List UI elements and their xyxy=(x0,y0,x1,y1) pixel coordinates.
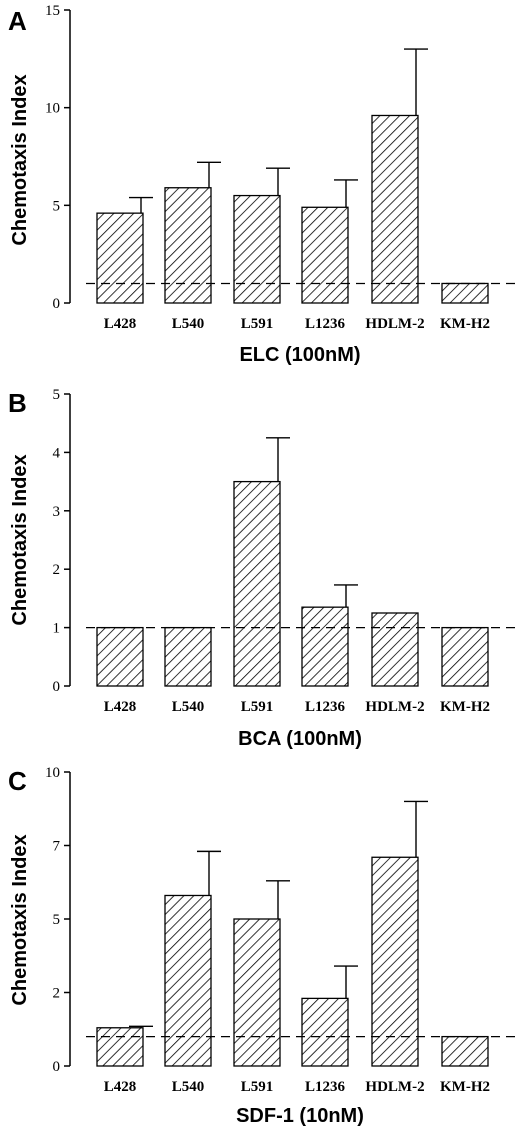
bar-km-h2 xyxy=(441,1035,489,1067)
category-label: HDLM-2 xyxy=(365,316,424,332)
y-tick-label: 1 xyxy=(53,621,61,637)
y-tick-label: 5 xyxy=(53,198,61,214)
bar-l1236 xyxy=(301,997,349,1067)
bar-l1236 xyxy=(301,606,349,687)
y-tick-label: 0 xyxy=(53,679,61,695)
category-label: L540 xyxy=(172,699,205,715)
category-label: HDLM-2 xyxy=(365,1079,424,1095)
bar-km-h2 xyxy=(441,626,489,687)
y-tick-label: 0 xyxy=(53,296,61,312)
y-tick-label: 5 xyxy=(53,912,61,928)
y-tick-label: 2 xyxy=(53,562,61,578)
category-label: L540 xyxy=(172,1079,205,1095)
panel-letter: B xyxy=(8,388,27,418)
x-axis-label: ELC (100nM) xyxy=(239,344,360,366)
y-tick-label: 7 xyxy=(53,839,61,855)
bar-hdlm-2 xyxy=(371,612,419,687)
category-label: L591 xyxy=(241,1079,274,1095)
category-label: KM-H2 xyxy=(440,1079,490,1095)
bar-l591 xyxy=(233,918,281,1067)
x-axis-label: SDF-1 (10nM) xyxy=(236,1105,364,1127)
category-label: KM-H2 xyxy=(440,316,490,332)
y-tick-label: 0 xyxy=(53,1059,61,1075)
bar-l591 xyxy=(233,194,281,304)
y-tick-label: 15 xyxy=(45,3,60,19)
bar-l540 xyxy=(164,894,212,1067)
bar-l428 xyxy=(96,626,144,687)
y-tick-label: 2 xyxy=(53,986,61,1002)
y-tick-label: 10 xyxy=(45,765,60,781)
bar-hdlm-2 xyxy=(371,856,419,1067)
category-label: L428 xyxy=(104,316,137,332)
bar-km-h2 xyxy=(441,282,489,304)
category-label: L1236 xyxy=(305,1079,346,1095)
y-tick-label: 4 xyxy=(53,445,61,461)
category-label: L591 xyxy=(241,316,274,332)
category-label: L428 xyxy=(104,699,137,715)
category-label: L1236 xyxy=(305,699,346,715)
y-axis-label: Chemotaxis Index xyxy=(9,834,31,1005)
panel-letter: A xyxy=(8,6,27,36)
y-tick-label: 10 xyxy=(45,101,60,117)
bar-l591 xyxy=(233,480,281,687)
x-axis-label: BCA (100nM) xyxy=(238,728,362,750)
bar-l540 xyxy=(164,187,212,304)
bar-l540 xyxy=(164,626,212,687)
y-axis-label: Chemotaxis Index xyxy=(9,74,31,245)
bar-l428 xyxy=(96,212,144,304)
category-label: L540 xyxy=(172,316,205,332)
category-label: HDLM-2 xyxy=(365,699,424,715)
category-label: L591 xyxy=(241,699,274,715)
y-tick-label: 3 xyxy=(53,504,61,520)
bar-l428 xyxy=(96,1027,144,1067)
category-label: L1236 xyxy=(305,316,346,332)
y-axis-label: Chemotaxis Index xyxy=(9,454,31,625)
panel-letter: C xyxy=(8,766,27,796)
bar-l1236 xyxy=(301,206,349,304)
bar-hdlm-2 xyxy=(371,114,419,304)
y-tick-label: 5 xyxy=(53,387,61,403)
category-label: KM-H2 xyxy=(440,699,490,715)
category-label: L428 xyxy=(104,1079,137,1095)
